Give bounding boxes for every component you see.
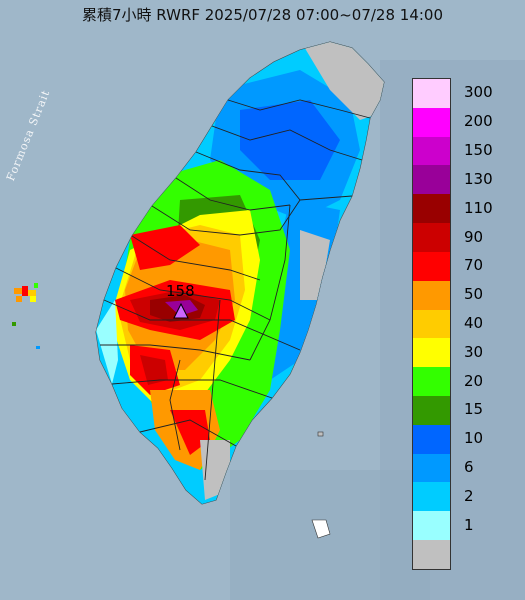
legend-swatch <box>413 107 450 137</box>
sea-deep-south <box>230 470 430 600</box>
legend-label: 10 <box>464 429 484 448</box>
legend-swatch <box>413 280 450 310</box>
legend-label: 6 <box>464 458 474 477</box>
legend-swatch <box>413 251 450 281</box>
map-title: 累積7小時 RWRF 2025/07/28 07:00~07/28 14:00 <box>81 6 444 24</box>
legend-swatch <box>413 482 450 512</box>
legend-label: 15 <box>464 400 484 419</box>
legend-swatch <box>413 338 450 368</box>
legend-label: 150 <box>464 141 493 160</box>
legend-swatch <box>413 424 450 454</box>
legend-label: 110 <box>464 198 493 217</box>
legend-swatches <box>412 78 451 570</box>
legend-label: 30 <box>464 342 484 361</box>
legend-swatch <box>413 194 450 224</box>
legend-swatch <box>413 367 450 396</box>
east-islands <box>311 431 331 539</box>
legend-label: 50 <box>464 285 484 304</box>
max-rain-value: 158 <box>166 282 195 300</box>
county-boundaries <box>100 99 371 481</box>
legend-swatch <box>413 511 450 540</box>
legend-swatch <box>413 540 450 569</box>
legend-swatch <box>413 395 450 425</box>
legend-swatch <box>413 165 450 195</box>
legend-label: 1 <box>464 515 474 534</box>
legend-label: 2 <box>464 486 474 505</box>
legend-label: 70 <box>464 256 484 275</box>
legend-label: 40 <box>464 314 484 332</box>
max-rain-marker-icon <box>173 302 189 319</box>
legend-swatch <box>413 79 450 108</box>
legend-swatch <box>413 223 450 252</box>
legend-label: 20 <box>464 371 484 390</box>
rainfall-legend: 300 200 150 130 110 90 70 50 40 30 20 15 10 6 2 1 <box>412 78 520 574</box>
legend-swatch <box>413 136 450 166</box>
legend-label: 300 <box>464 83 493 102</box>
legend-label: 130 <box>464 169 493 188</box>
legend-label: 90 <box>464 227 484 246</box>
legend-swatch <box>413 453 450 483</box>
legend-label: 200 <box>464 112 493 131</box>
legend-swatch <box>413 309 450 339</box>
penghu-islands <box>12 283 40 349</box>
